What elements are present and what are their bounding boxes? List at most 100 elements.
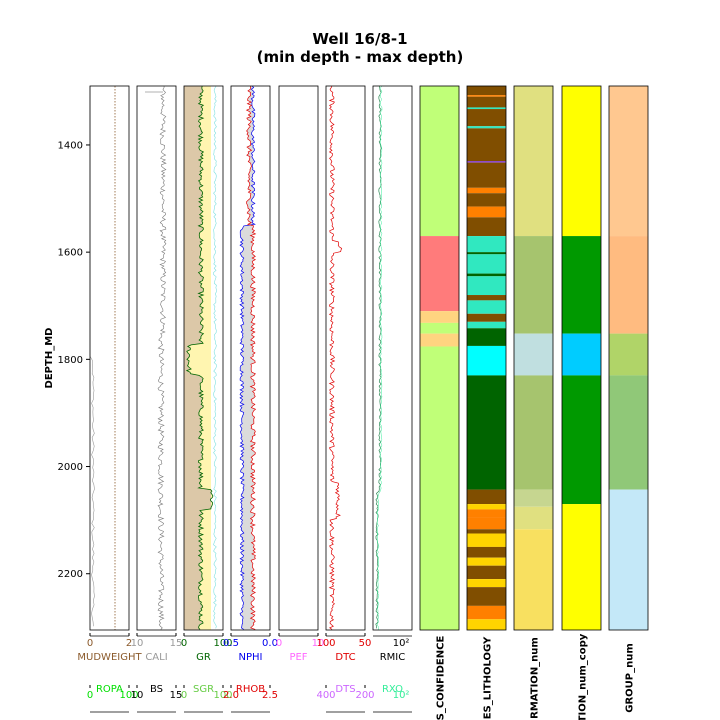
category-label-3: TION_num_copy — [578, 633, 589, 720]
dtc-curve — [328, 85, 343, 630]
interval-band — [420, 86, 459, 237]
interval-band — [467, 107, 506, 110]
scale-tick-dts-min: 400 — [316, 690, 335, 701]
interval-band — [609, 333, 648, 376]
rhob-curve — [245, 85, 257, 630]
scale-name-ropa: ROPA — [96, 684, 123, 695]
interval-band — [467, 517, 506, 530]
scale-tick-dtc-max: 50 — [359, 638, 372, 649]
track-frame — [230, 85, 271, 631]
interval-band — [467, 375, 506, 490]
interval-band — [609, 375, 648, 490]
log-track-t5 — [278, 85, 319, 637]
category-label-2: RMATION_num — [530, 637, 541, 719]
interval-band — [467, 86, 506, 96]
category-track-s_confidence — [419, 85, 460, 631]
scale-tick-gr-max: 100 — [213, 638, 232, 649]
interval-band — [467, 126, 506, 129]
track-background — [137, 86, 176, 630]
category-track-es_lithology — [466, 85, 507, 631]
interval-band — [467, 587, 506, 606]
depth-tick-label-4: 2200 — [58, 569, 83, 580]
scale-name-rmic: RMIC — [380, 652, 406, 663]
interval-band — [467, 529, 506, 534]
interval-band — [609, 86, 648, 237]
nphi-curve — [239, 85, 256, 630]
track-background — [90, 86, 129, 630]
interval-band — [420, 236, 459, 312]
scale-tick-cali-max: 15 — [170, 638, 183, 649]
interval-band — [467, 533, 506, 547]
scale-tick-pef-max: 10 — [312, 638, 325, 649]
chart-subtitle: (min depth - max depth) — [256, 48, 464, 66]
scale-tick-pef-min: 0 — [276, 638, 282, 649]
scale-tick-rmic: 10² — [393, 638, 410, 649]
category-label-1: ES_LITHOLOGY — [483, 636, 494, 719]
interval-band — [467, 557, 506, 566]
scale-name-cali: CALI — [145, 652, 167, 663]
interval-band — [467, 509, 506, 518]
interval-band — [467, 217, 506, 237]
interval-band — [467, 345, 506, 376]
track-frame — [278, 85, 319, 631]
scale-tick-dts-max: 200 — [355, 690, 374, 701]
scale-name-dts: DTS — [335, 684, 355, 695]
scale-name-mudweight: MUDWEIGHT — [77, 652, 142, 663]
gr-curve — [185, 85, 214, 630]
scale-tick-dtc-min: 100 — [316, 638, 335, 649]
scale-tick-rhob-max: 2.5 — [262, 690, 278, 701]
category-label-0: S_CONFIDENCE — [436, 636, 447, 720]
interval-band — [467, 489, 506, 505]
scale-tick-sgr-min: 0 — [181, 690, 187, 701]
scale-tick-nphi-max: 0.0 — [262, 638, 278, 649]
interval-band — [562, 236, 601, 334]
interval-band — [562, 86, 601, 237]
log-track-t1 — [89, 85, 130, 713]
depth-tick-label-0: 1400 — [58, 140, 83, 151]
track-frame — [419, 85, 460, 631]
nphi-rhob-fill — [240, 86, 256, 630]
interval-band — [467, 504, 506, 510]
interval-band — [467, 252, 506, 255]
scale-name-bs: BS — [150, 684, 163, 695]
scale-tick-mudweight-min: 0 — [87, 638, 93, 649]
scale-tick-gr-min: 0 — [181, 638, 187, 649]
interval-band — [467, 109, 506, 127]
scale-tick-mudweight-max: 2 — [126, 638, 132, 649]
interval-band — [562, 375, 601, 505]
log-track-t6 — [325, 85, 366, 713]
track-frame — [136, 85, 177, 631]
interval-band — [420, 311, 459, 323]
rxo-curve — [376, 85, 383, 631]
depth-tick-label-3: 2000 — [58, 462, 83, 473]
scale-name-rxo: RXO — [382, 684, 403, 695]
track-background — [279, 86, 318, 630]
interval-band — [609, 236, 648, 334]
scale-tick-nphi-min: 0.5 — [223, 638, 239, 649]
log-track-t3 — [183, 85, 224, 713]
category-track-group_num — [608, 85, 649, 631]
interval-band — [467, 546, 506, 558]
interval-band — [420, 346, 459, 630]
scale-name-nphi: NPHI — [239, 652, 263, 663]
category-track-tion_num_copy — [561, 85, 602, 631]
track-frame — [561, 85, 602, 631]
depth-tick-label-2: 1800 — [58, 355, 83, 366]
interval-band — [467, 128, 506, 162]
track-background — [326, 86, 365, 630]
interval-band — [467, 96, 506, 108]
interval-band — [467, 619, 506, 630]
interval-band — [467, 579, 506, 588]
scale-tick-ropa-min: 0 — [87, 690, 93, 701]
scale-tick-bs-max: 15 — [170, 690, 183, 701]
scale-tick-cali-min: 10 — [131, 638, 144, 649]
interval-band — [467, 187, 506, 194]
interval-band — [514, 86, 553, 237]
interval-band — [467, 162, 506, 188]
scale-tick-bs-min: 10 — [131, 690, 144, 701]
interval-band — [609, 489, 648, 630]
rmic-curve — [375, 85, 382, 629]
category-label-4: GROUP_num — [625, 643, 636, 713]
track-background — [373, 86, 412, 630]
